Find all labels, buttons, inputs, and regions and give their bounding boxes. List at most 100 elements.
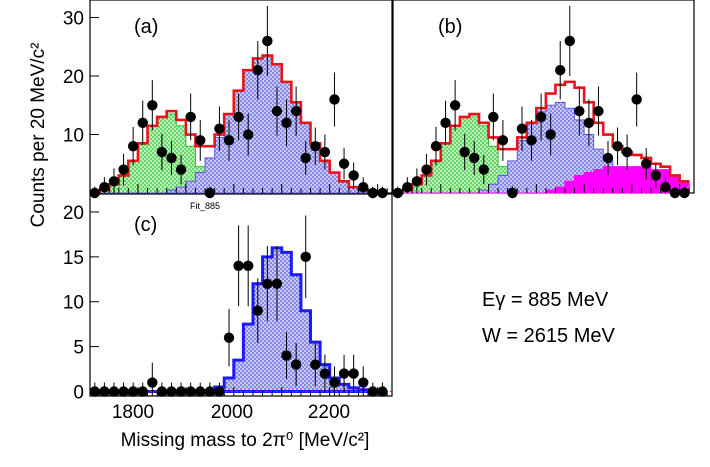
energy-label: Eγ = 885 MeV [482, 289, 609, 311]
y-axis-label: Counts per 20 MeV/c² [28, 43, 49, 228]
data-point [300, 152, 311, 164]
data-point [593, 105, 604, 117]
x-axis-label: Missing mass to 2π⁰ [MeV/c²] [121, 430, 370, 451]
data-point [421, 164, 432, 175]
data-point [262, 35, 273, 47]
data-point [621, 146, 633, 158]
data-point [650, 170, 661, 181]
panel-a-points [89, 5, 388, 199]
panel-b-points [392, 5, 690, 199]
y-tick-label: 20 [63, 67, 84, 88]
data-point [377, 187, 388, 199]
data-point [329, 377, 340, 388]
data-point [223, 332, 235, 343]
data-point [641, 158, 652, 169]
data-point [358, 377, 369, 388]
data-point [108, 386, 120, 397]
data-point [137, 386, 148, 397]
data-point [99, 386, 110, 397]
data-point [440, 117, 451, 129]
data-point [156, 386, 168, 397]
data-point [348, 170, 359, 181]
magenta-component-area [393, 166, 690, 194]
data-point [175, 164, 187, 175]
y-tick-label: 5 [73, 338, 84, 359]
data-point [127, 386, 139, 397]
data-point [252, 64, 263, 76]
data-point [319, 146, 331, 158]
data-point [281, 350, 292, 361]
data-point [214, 123, 225, 134]
data-point [358, 181, 369, 193]
y-tick-label: 15 [63, 248, 84, 269]
data-point [449, 100, 461, 111]
panel-c-ticks: 0 5 10 15 20 [63, 203, 388, 404]
y-tick-label: 30 [63, 9, 84, 30]
data-point [459, 146, 470, 158]
data-point [669, 187, 681, 199]
data-point [271, 105, 283, 117]
x-tick-label: 1800 [112, 402, 154, 423]
total-fit-line [393, 80, 690, 195]
data-point [204, 386, 216, 397]
panel-a-ticks: 10 20 30 [63, 9, 388, 193]
w-label: W = 2615 MeV [482, 325, 616, 347]
data-point [516, 123, 528, 134]
y-tick-label: 10 [63, 293, 84, 314]
data-point [564, 35, 575, 47]
data-point [166, 386, 177, 397]
data-point [300, 251, 311, 263]
data-point [195, 386, 206, 397]
y-tick-label: 0 [73, 383, 84, 404]
data-point [204, 187, 216, 199]
data-point [262, 278, 273, 289]
panel-c-tag: (c) [134, 214, 157, 236]
data-point [290, 359, 302, 370]
data-point [290, 105, 302, 117]
data-point [195, 135, 206, 146]
data-point [185, 386, 196, 397]
data-point [367, 187, 379, 199]
panel-b-ticks [402, 184, 690, 193]
data-point [185, 111, 196, 123]
data-point [281, 117, 292, 129]
data-point [679, 187, 690, 199]
data-point [602, 152, 614, 164]
data-point [411, 176, 423, 187]
data-point [310, 359, 321, 370]
panel-c: 0 5 10 15 20 (c) [63, 193, 393, 404]
data-point [367, 386, 379, 397]
panel-c-points [89, 215, 388, 397]
data-point [118, 386, 129, 397]
data-point [89, 187, 100, 199]
data-point [310, 141, 321, 152]
data-point [507, 187, 518, 199]
data-point [319, 368, 331, 379]
data-point [166, 152, 177, 164]
data-point [271, 278, 283, 289]
data-point [147, 100, 158, 111]
data-point [430, 141, 442, 152]
data-point [497, 135, 509, 146]
data-point [392, 187, 403, 199]
x-tick-label: 2200 [308, 402, 350, 423]
data-point [233, 111, 244, 123]
fit-tag: Fit_885 [190, 201, 220, 211]
data-point [377, 386, 388, 397]
data-point [175, 386, 187, 397]
data-point [127, 141, 139, 152]
data-point [242, 129, 254, 140]
data-point [583, 117, 595, 129]
data-point [214, 386, 225, 397]
data-point [526, 135, 537, 146]
data-point [242, 260, 254, 272]
panel-c-frame [89, 193, 393, 397]
data-point [99, 181, 110, 193]
data-point [631, 94, 642, 105]
data-point [329, 94, 340, 105]
data-point [338, 158, 350, 169]
data-point [612, 141, 623, 152]
data-point [118, 164, 129, 175]
data-point [156, 146, 168, 158]
